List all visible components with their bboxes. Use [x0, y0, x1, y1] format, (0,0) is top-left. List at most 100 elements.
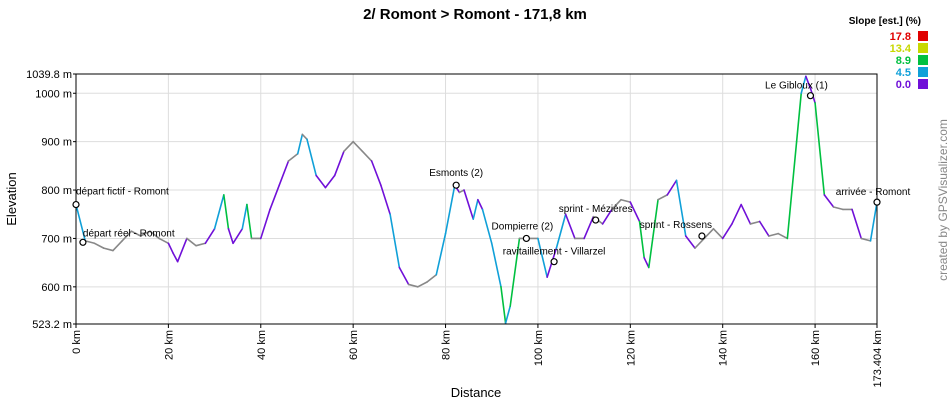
profile-segment — [555, 213, 567, 249]
profile-segment — [246, 203, 253, 240]
profile-segment — [481, 208, 493, 245]
profile-segment — [546, 261, 553, 278]
profile-segment — [657, 194, 669, 201]
waypoint-marker — [592, 216, 600, 224]
profile-segment — [684, 235, 696, 249]
x-tick-label: 40 km — [256, 330, 268, 360]
profile-segment — [223, 194, 230, 230]
waypoint-label: Le Gibloux (1) — [765, 81, 828, 92]
profile-segment — [601, 208, 613, 225]
profile-segment — [666, 179, 678, 196]
y-tick-label: 600 m — [41, 282, 72, 294]
profile-segment — [472, 198, 479, 220]
x-tick-label: 20 km — [163, 330, 175, 360]
waypoint-marker — [72, 200, 80, 209]
legend-swatch — [918, 55, 928, 65]
waypoint-marker — [550, 258, 558, 266]
x-tick-label: 140 km — [718, 330, 730, 366]
profile-segment — [232, 227, 244, 245]
y-tick-label: 1000 m — [35, 88, 72, 100]
legend-value: 17.8 — [890, 31, 911, 43]
profile-segment — [278, 160, 290, 187]
profile-segment — [417, 281, 428, 288]
x-tick-label: 120 km — [625, 330, 637, 366]
profile-segment — [227, 227, 234, 245]
profile-segment — [306, 138, 318, 177]
profile-segment — [435, 232, 447, 276]
profile-segment — [444, 184, 456, 235]
profile-segment — [112, 240, 123, 252]
waypoint-label: arrivée - Romont — [836, 187, 911, 198]
profile-segment — [860, 237, 872, 242]
profile-segment — [795, 92, 803, 143]
grid — [75, 73, 878, 325]
profile-segment — [93, 242, 105, 249]
slope-legend: Slope [est.] (%) 17.813.48.94.50.0 — [849, 16, 928, 91]
profile-segment — [121, 230, 133, 242]
profile-segment — [130, 230, 142, 237]
waypoint-label: Dompierre (2) — [492, 221, 554, 232]
profile-segment — [75, 203, 87, 242]
profile-segment — [823, 194, 835, 208]
profile-segment — [463, 189, 475, 220]
profile-segment — [740, 203, 752, 225]
profile-segment — [500, 286, 507, 324]
profile-segment — [213, 194, 225, 230]
profile-segment — [749, 220, 761, 225]
profile-segment — [172, 252, 179, 263]
x-tick-label: 0 km — [71, 330, 83, 354]
legend-swatch — [918, 67, 928, 77]
profile-segment — [158, 237, 170, 245]
profile-segment — [694, 237, 706, 249]
profile-segment — [333, 150, 345, 177]
profile-segment — [851, 208, 863, 240]
legend-swatch — [918, 31, 928, 41]
legend-title: Slope [est.] (%) — [849, 16, 921, 27]
y-tick-label: 523.2 m — [32, 319, 72, 331]
legend-swatch — [918, 79, 928, 89]
profile-segment — [504, 305, 512, 324]
x-tick-label: 100 km — [533, 330, 545, 366]
y-tick-label: 700 m — [41, 233, 72, 245]
profile-segment — [731, 203, 742, 225]
profile-segment — [149, 230, 160, 240]
profile-segment — [296, 133, 304, 155]
profile-segment — [361, 150, 373, 162]
legend-value: 8.9 — [896, 55, 911, 67]
profile-segment — [398, 266, 410, 286]
waypoint-marker — [452, 181, 460, 189]
profile-segment — [647, 198, 659, 269]
waypoint-label: sprint - Mézières — [559, 204, 633, 215]
profile-segment — [477, 198, 484, 211]
x-tick-label: 60 km — [348, 330, 360, 360]
profile-segment — [703, 227, 715, 240]
legend-value: 4.5 — [896, 67, 911, 79]
profile-segment — [407, 283, 419, 288]
profile-segment — [509, 237, 521, 307]
x-axis-label: Distance — [451, 385, 502, 400]
legend-value: 13.4 — [890, 43, 912, 55]
waypoint-label: départ réel - Romont — [83, 228, 175, 239]
y-axis: 523.2 m 600 m 700 m 800 m 900 m 1000 m 1039.8 … — [26, 69, 76, 331]
profile-segment — [611, 198, 622, 211]
profile-segment — [269, 184, 281, 211]
profile-segment — [352, 140, 364, 153]
profile-segment — [186, 237, 197, 247]
profile-segment — [380, 184, 391, 216]
legend-swatch — [918, 43, 928, 53]
profile-segment — [389, 213, 401, 269]
profile-segment — [287, 152, 299, 162]
profile-segment — [139, 230, 151, 237]
profile-segment — [583, 215, 595, 240]
waypoint-marker — [522, 234, 530, 243]
profile-segment — [777, 232, 789, 240]
waypoint-label: sprint - Rossens — [640, 220, 712, 231]
profile-segment — [638, 220, 645, 259]
profile-segment — [712, 227, 724, 240]
waypoint-marker — [79, 238, 87, 246]
profile-segment — [370, 160, 382, 187]
legend-value: 0.0 — [896, 79, 911, 91]
y-tick-label: 1039.8 m — [26, 69, 72, 81]
profile-segment — [241, 203, 248, 230]
